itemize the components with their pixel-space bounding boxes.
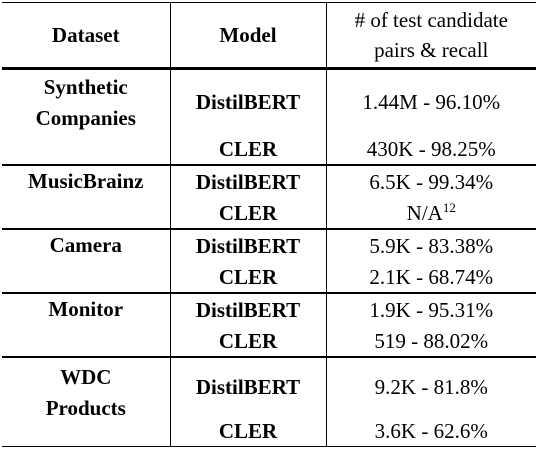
model-cell: DistilBERT — [169, 68, 326, 134]
header-metric-line2: pairs & recall — [374, 38, 489, 62]
results-table-container: Dataset Model # of test candidate pairs … — [2, 2, 536, 447]
table-row: Synthetic Companies DistilBERT 1.44M - 9… — [2, 68, 536, 134]
header-dataset: Dataset — [51, 23, 120, 47]
header-row: Dataset Model # of test candidate pairs … — [2, 2, 536, 69]
table-row: MusicBrainz DistilBERT 6.5K - 99.34% — [2, 165, 536, 197]
table-row: CLER 519 - 88.02% — [2, 325, 536, 357]
table-row: CLER N/A12 — [2, 197, 536, 229]
model-cell: DistilBERT — [169, 357, 326, 416]
header-model: Model — [169, 2, 326, 69]
results-table: Dataset Model # of test candidate pairs … — [2, 2, 536, 447]
model-cell: DistilBERT — [169, 165, 326, 197]
dataset-name-line1: Synthetic — [43, 75, 128, 99]
dataset-cell: Synthetic Companies — [2, 69, 170, 166]
table-row: CLER 430K - 98.25% — [2, 134, 536, 165]
model-cell: CLER — [169, 416, 326, 447]
model-cell: CLER — [169, 261, 326, 293]
dataset-name-line2: Products — [45, 396, 126, 420]
dataset-name-line1: WDC — [60, 365, 112, 389]
footnote-marker: 12 — [442, 199, 456, 215]
dataset-cell: Camera — [49, 233, 122, 257]
table-row: Camera DistilBERT 5.9K - 83.38% — [2, 229, 536, 261]
value-text: N/A — [406, 200, 443, 225]
header-metric: # of test candidate pairs & recall — [325, 2, 536, 69]
table-row: WDC Products DistilBERT 9.2K - 81.8% — [2, 357, 536, 420]
table-row: CLER 3.6K - 62.6% — [2, 416, 536, 447]
model-cell: CLER — [169, 134, 326, 165]
dataset-cell-empty — [2, 325, 170, 357]
value-cell: 9.2K - 81.8% — [325, 357, 536, 416]
model-cell: CLER — [169, 197, 326, 229]
dataset-cell: Monitor — [48, 297, 124, 321]
table-row: Monitor DistilBERT 1.9K - 95.31% — [2, 293, 536, 325]
dataset-cell-empty — [2, 197, 170, 229]
value-cell: 3.6K - 62.6% — [325, 416, 536, 447]
model-cell: CLER — [169, 325, 326, 357]
dataset-cell: MusicBrainz — [28, 169, 144, 193]
dataset-cell-empty — [2, 261, 170, 293]
value-cell: 1.44M - 96.10% — [325, 68, 536, 134]
value-cell: 5.9K - 83.38% — [325, 229, 536, 261]
value-cell: 430K - 98.25% — [325, 134, 536, 165]
header-metric-line1: # of test candidate — [354, 8, 508, 32]
value-cell: 1.9K - 95.31% — [325, 293, 536, 325]
dataset-name-line2: Companies — [35, 106, 136, 130]
value-cell: N/A12 — [325, 197, 536, 229]
value-cell: 6.5K - 99.34% — [325, 165, 536, 197]
model-cell: DistilBERT — [169, 229, 326, 261]
dataset-cell: WDC Products — [2, 357, 170, 447]
value-cell: 519 - 88.02% — [325, 325, 536, 357]
table-row: CLER 2.1K - 68.74% — [2, 261, 536, 293]
value-cell: 2.1K - 68.74% — [325, 261, 536, 293]
model-cell: DistilBERT — [169, 293, 326, 325]
